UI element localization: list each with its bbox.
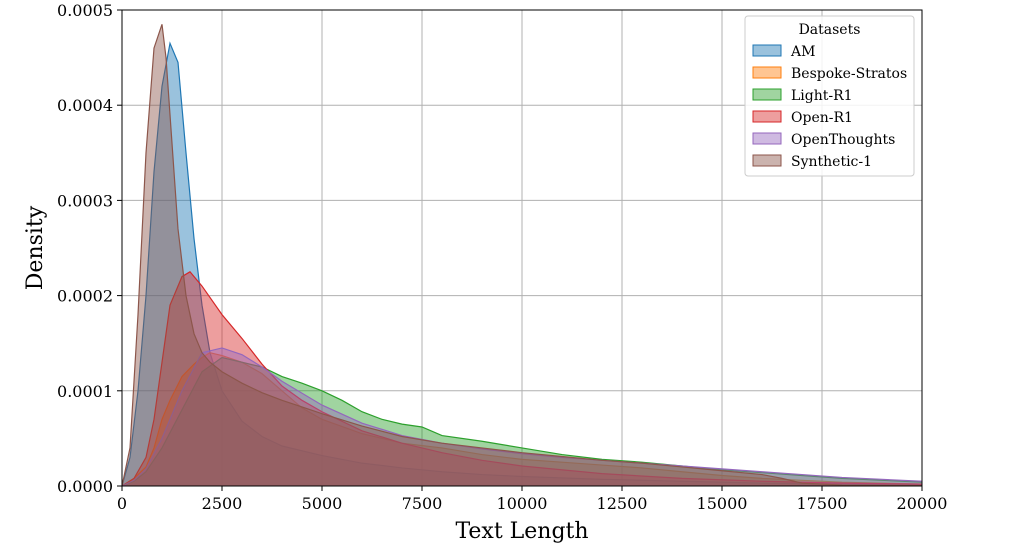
area-am (122, 43, 922, 486)
legend-item-bespoke-stratos: Bespoke-Stratos (752, 66, 907, 82)
area-bespoke-stratos (122, 352, 922, 486)
line-bespoke-stratos (121, 352, 923, 487)
y-tick-label: 0.0001 (57, 382, 113, 401)
x-tick-label: 15000 (697, 494, 748, 513)
area-openthoughts (122, 347, 922, 486)
legend-label: Bespoke-Stratos (791, 66, 907, 82)
legend-label: AM (790, 44, 815, 60)
legend-item-light-r1: Light-R1 (752, 88, 853, 104)
legend-label: Synthetic-1 (791, 154, 872, 170)
x-tick-label: 10000 (497, 494, 548, 513)
x-tick-label: 17500 (797, 494, 848, 513)
area-synthetic-1 (122, 24, 922, 487)
x-tick-label: 12500 (597, 494, 648, 513)
series-areas (121, 24, 923, 487)
legend-label: Light-R1 (791, 88, 853, 104)
legend-swatch (752, 88, 782, 101)
y-tick-label: 0.0005 (57, 1, 113, 20)
area-open-r1 (122, 271, 922, 486)
legend-item-openthoughts: OpenThoughts (752, 132, 895, 148)
y-tick-label: 0.0002 (57, 287, 113, 306)
y-tick-label: 0.0000 (57, 477, 113, 496)
legend-swatch (752, 66, 782, 79)
y-tick-label: 0.0004 (57, 96, 113, 115)
legend-title: Datasets (799, 22, 861, 38)
y-axis-title: Density (23, 205, 48, 290)
x-tick-label: 2500 (202, 494, 243, 513)
x-tick-label: 5000 (302, 494, 343, 513)
legend-swatch (752, 132, 782, 145)
line-open-r1 (121, 271, 923, 487)
area-light-r1 (122, 357, 922, 486)
x-axis-title: Text Length (455, 519, 588, 544)
legend: Datasets AM Bespoke-Stratos Light-R1 Open-R… (744, 15, 915, 177)
x-axis: 0 2500 5000 7500 10000 12500 15000 17500 20000 (117, 486, 948, 513)
legend-label: OpenThoughts (791, 132, 895, 148)
y-tick-label: 0.0003 (57, 191, 113, 210)
x-tick-label: 20000 (897, 494, 948, 513)
y-axis: 0.0000 0.0001 0.0002 0.0003 0.0004 0.0005 (57, 1, 122, 496)
x-tick-label: 0 (117, 494, 127, 513)
legend-swatch (752, 110, 782, 123)
legend-swatch (752, 154, 782, 167)
line-am (121, 41, 923, 487)
legend-item-synthetic-1: Synthetic-1 (752, 154, 872, 170)
legend-items: AM Bespoke-Stratos Light-R1 Open-R1 OpenThou… (752, 44, 907, 170)
legend-item-open-r1: Open-R1 (752, 110, 853, 126)
x-tick-label: 7500 (402, 494, 443, 513)
legend-item-am: AM (752, 44, 815, 60)
legend-swatch (752, 44, 782, 57)
legend-label: Open-R1 (791, 110, 853, 126)
legend-box (744, 15, 915, 177)
line-synthetic-1 (121, 24, 923, 487)
